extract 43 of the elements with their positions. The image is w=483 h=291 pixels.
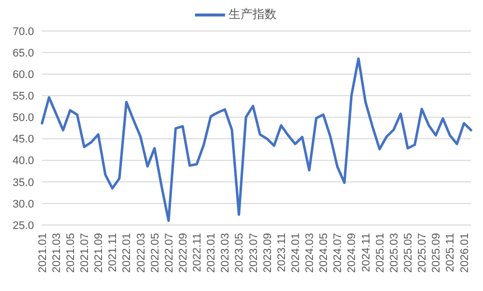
x-tick-label: 2024.09 xyxy=(346,233,358,273)
x-tick-label: 2021.01 xyxy=(36,233,49,273)
y-tick-label: 65.0 xyxy=(12,47,34,60)
y-tick-label: 50.0 xyxy=(12,112,34,124)
x-tick-label: 2023.11 xyxy=(276,233,288,272)
x-tick-label: 2023.07 xyxy=(248,233,260,273)
x-tick-label: 2022.01 xyxy=(121,233,134,273)
x-tick-label: 2023.09 xyxy=(262,233,274,273)
y-tick-label: 40.0 xyxy=(12,155,34,168)
x-tick-label: 2021.05 xyxy=(64,233,77,273)
y-tick-label: 70.0 xyxy=(12,26,34,38)
y-tick-label: 35.0 xyxy=(12,176,34,189)
y-tick-label: 45.0 xyxy=(12,134,34,146)
x-tick-label: 2022.05 xyxy=(149,233,162,273)
x-tick-label: 2026.01 xyxy=(458,233,471,273)
x-tick-label: 2024.01 xyxy=(290,233,302,273)
x-tick-label: 2022.03 xyxy=(135,233,148,273)
y-tick-label: 55.0 xyxy=(12,90,34,103)
x-tick-label: 2024.07 xyxy=(332,233,344,273)
x-tick-label: 2022.09 xyxy=(177,233,190,273)
x-tick-label: 2025.07 xyxy=(416,233,429,273)
x-tick-label: 2021.07 xyxy=(79,233,92,273)
line-series xyxy=(40,57,472,222)
x-tick-label: 2025.01 xyxy=(374,233,386,273)
legend-label: 生产指数 xyxy=(228,6,276,23)
x-tick-label: 2025.11 xyxy=(444,233,457,272)
x-tick-label: 2024.05 xyxy=(318,233,330,273)
y-tick-label: 60.0 xyxy=(12,69,34,82)
x-tick-label: 2021.03 xyxy=(50,233,63,273)
y-tick-label: 30.0 xyxy=(12,198,34,210)
x-tick-label: 2023.03 xyxy=(220,233,232,273)
x-tick-label: 2022.11 xyxy=(192,233,204,272)
x-tick-label: 2025.03 xyxy=(388,233,400,273)
x-tick-label: 2023.01 xyxy=(206,233,218,273)
x-tick-label: 2025.09 xyxy=(430,233,443,273)
x-tick-label: 2025.05 xyxy=(402,233,415,273)
x-tick-label: 2024.03 xyxy=(304,233,316,273)
y-tick-label: 25.0 xyxy=(12,220,34,232)
x-tick-label: 2024.11 xyxy=(360,233,372,272)
x-tick-label: 2021.09 xyxy=(93,233,106,273)
x-tick-label: 2023.05 xyxy=(234,233,246,273)
x-tick-label: 2021.11 xyxy=(107,233,120,272)
x-tick-label: 2022.07 xyxy=(163,233,176,273)
